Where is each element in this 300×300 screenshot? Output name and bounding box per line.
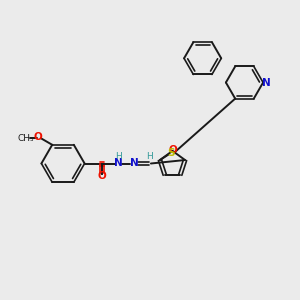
Text: O: O xyxy=(98,171,106,181)
Text: H: H xyxy=(146,152,153,161)
Text: O: O xyxy=(33,132,42,142)
Text: N: N xyxy=(262,77,271,88)
Text: CH₃: CH₃ xyxy=(17,134,34,143)
Text: N: N xyxy=(130,158,139,169)
Text: N: N xyxy=(114,158,123,169)
Text: S: S xyxy=(168,148,175,158)
Text: H: H xyxy=(115,152,122,161)
Text: O: O xyxy=(168,145,177,155)
